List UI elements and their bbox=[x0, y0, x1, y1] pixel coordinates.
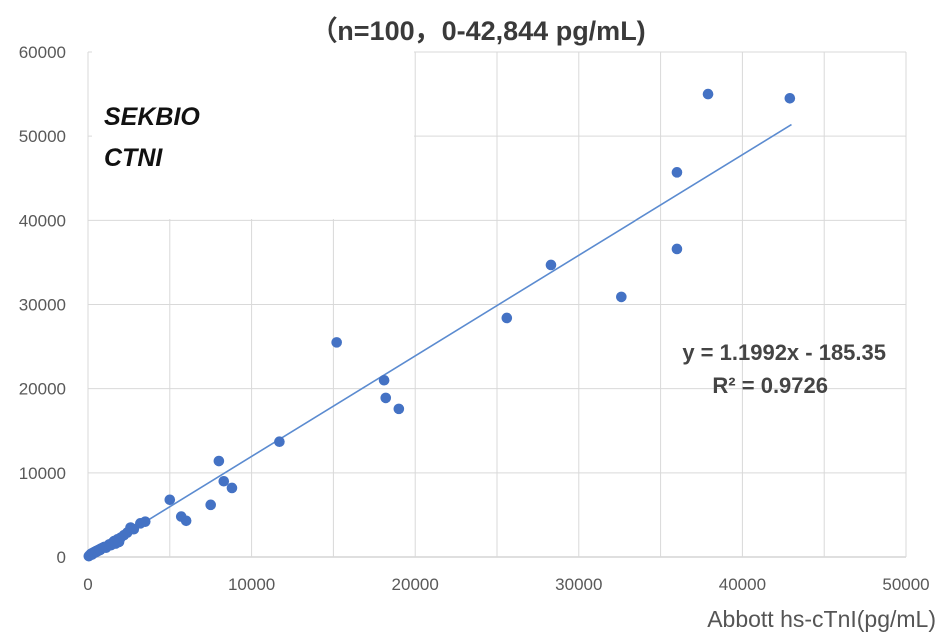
annotation-line-1: SEKBIO bbox=[104, 103, 200, 131]
y-tick-label: 30000 bbox=[19, 296, 66, 315]
x-tick-label: 20000 bbox=[392, 575, 439, 594]
annotation-line-2: CTNI bbox=[104, 144, 163, 172]
chart-title: （n=100，0-42,844 pg/mL) bbox=[310, 16, 645, 46]
data-point bbox=[218, 475, 230, 487]
data-point bbox=[784, 92, 796, 104]
data-point bbox=[226, 482, 238, 494]
data-point bbox=[378, 374, 390, 386]
data-point bbox=[616, 291, 627, 303]
y-tick-label: 50000 bbox=[19, 127, 66, 146]
x-axis-label: Abbott hs-cTnI(pg/mL) bbox=[707, 606, 936, 632]
data-point bbox=[164, 494, 176, 506]
annotation-box bbox=[92, 42, 414, 219]
trendline bbox=[87, 123, 792, 558]
y-tick-label: 20000 bbox=[19, 380, 66, 399]
data-point bbox=[501, 312, 513, 324]
data-point bbox=[139, 516, 151, 527]
data-point bbox=[180, 515, 192, 527]
y-tick-label: 60000 bbox=[19, 43, 66, 62]
x-tick-label: 10000 bbox=[228, 575, 275, 594]
data-point bbox=[274, 436, 285, 447]
data-point bbox=[393, 403, 405, 415]
trendline-equation: y = 1.1992x - 185.35 bbox=[682, 340, 886, 365]
data-point bbox=[545, 259, 557, 271]
y-tick-label: 40000 bbox=[19, 211, 66, 230]
x-tick-label: 40000 bbox=[719, 575, 766, 594]
x-tick-label: 50000 bbox=[882, 575, 929, 594]
data-points bbox=[83, 88, 796, 562]
data-point bbox=[205, 499, 216, 511]
x-axis-ticks: 0 10000 20000 30000 40000 50000 bbox=[83, 575, 929, 594]
data-point bbox=[380, 392, 392, 404]
x-tick-label: 30000 bbox=[555, 575, 602, 594]
data-point bbox=[671, 243, 683, 255]
y-tick-label: 10000 bbox=[19, 464, 66, 483]
data-point bbox=[702, 88, 714, 100]
data-point bbox=[331, 337, 342, 348]
x-tick-label: 0 bbox=[83, 575, 92, 594]
y-axis-ticks: 0 10000 20000 30000 40000 50000 60000 bbox=[19, 43, 66, 567]
data-point bbox=[213, 455, 225, 467]
y-tick-label: 0 bbox=[57, 548, 66, 567]
r-squared-label: R² = 0.9726 bbox=[712, 373, 828, 398]
data-point bbox=[671, 167, 683, 178]
